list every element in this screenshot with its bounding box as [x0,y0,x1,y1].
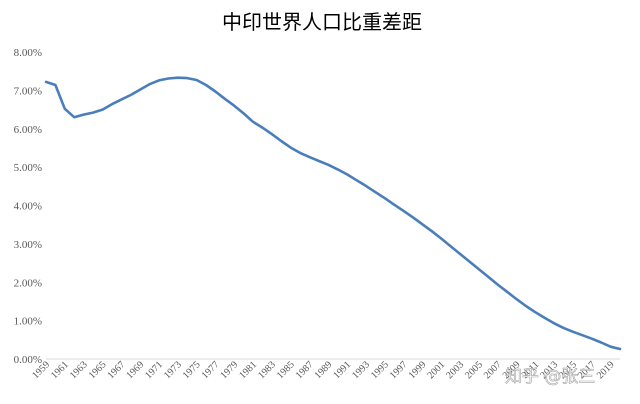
x-tick-label: 1977 [200,359,222,381]
x-tick-label: 1969 [124,359,146,381]
x-tick-label: 1989 [312,359,334,381]
y-tick-label: 5.00% [14,162,42,174]
x-tick-label: 1961 [49,359,71,381]
x-tick-label: 2001 [425,359,447,381]
x-tick-label: 2019 [595,359,617,381]
chart-title: 中印世界人口比重差距 [222,10,422,34]
x-tick-label: 1993 [350,359,372,381]
y-tick-label: 3.00% [14,239,42,251]
y-tick-label: 8.00% [14,47,42,59]
x-tick-label: 1991 [331,359,353,381]
x-tick-label: 1995 [369,359,391,381]
x-tick-label: 1999 [407,359,429,381]
series-line [44,76,622,351]
y-tick-label: 6.00% [14,124,42,136]
x-tick-label: 1973 [162,359,184,381]
x-tick-label: 2005 [463,359,485,381]
x-tick-label: 1985 [275,359,297,381]
x-tick-label: 1997 [388,359,410,381]
watermark: 知乎 @张三 [505,367,595,387]
x-tick-label: 1979 [218,359,240,381]
y-tick-label: 7.00% [14,85,42,97]
y-tick-label: 0.00% [14,354,42,366]
x-tick-label: 1967 [105,359,127,381]
x-tick-label: 1987 [294,359,316,381]
y-tick-label: 2.00% [14,277,42,289]
x-tick-label: 1983 [256,359,278,381]
x-tick-label: 2003 [444,359,466,381]
x-tick-label: 1975 [181,359,203,381]
x-tick-label: 2007 [482,359,504,381]
x-tick-label: 1965 [87,359,109,381]
y-tick-label: 4.00% [14,201,42,213]
x-tick-label: 1971 [143,359,165,381]
x-tick-label: 1963 [68,359,90,381]
y-tick-labels: 0.00% 1.00% 2.00% 3.00% 4.00% 5.00% 6.00% 7.00%… [14,47,42,366]
y-tick-label: 1.00% [14,316,42,328]
x-tick-label: 1981 [237,359,259,381]
